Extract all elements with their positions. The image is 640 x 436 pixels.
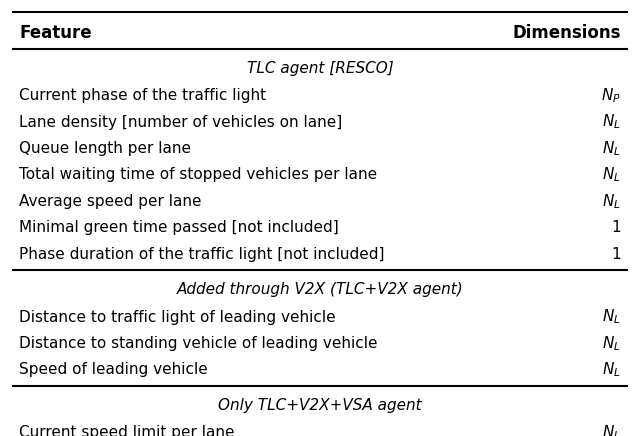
Text: $N_L$: $N_L$ <box>602 334 621 353</box>
Text: Current phase of the traffic light: Current phase of the traffic light <box>19 88 266 103</box>
Text: Phase duration of the traffic light [not included]: Phase duration of the traffic light [not… <box>19 247 385 262</box>
Text: $N_L$: $N_L$ <box>602 192 621 211</box>
Text: TLC agent [RESCO]: TLC agent [RESCO] <box>246 61 394 76</box>
Text: Minimal green time passed [not included]: Minimal green time passed [not included] <box>19 220 339 235</box>
Text: Speed of leading vehicle: Speed of leading vehicle <box>19 362 208 378</box>
Text: Current speed limit per lane: Current speed limit per lane <box>19 425 235 436</box>
Text: $N_L$: $N_L$ <box>602 139 621 158</box>
Text: Added through V2X (TLC+V2X agent): Added through V2X (TLC+V2X agent) <box>177 283 463 297</box>
Text: $N_P$: $N_P$ <box>601 86 621 105</box>
Text: $N_L$: $N_L$ <box>602 112 621 131</box>
Text: $N_L$: $N_L$ <box>602 308 621 327</box>
Text: Lane density [number of vehicles on lane]: Lane density [number of vehicles on lane… <box>19 115 342 129</box>
Text: Distance to traffic light of leading vehicle: Distance to traffic light of leading veh… <box>19 310 336 324</box>
Text: $N_L$: $N_L$ <box>602 361 621 379</box>
Text: Feature: Feature <box>19 24 92 42</box>
Text: Average speed per lane: Average speed per lane <box>19 194 202 209</box>
Text: Queue length per lane: Queue length per lane <box>19 141 191 156</box>
Text: 1: 1 <box>611 220 621 235</box>
Text: Only TLC+V2X+VSA agent: Only TLC+V2X+VSA agent <box>218 398 422 413</box>
Text: $N_L$: $N_L$ <box>602 166 621 184</box>
Text: Distance to standing vehicle of leading vehicle: Distance to standing vehicle of leading … <box>19 336 378 351</box>
Text: $N_L$: $N_L$ <box>602 423 621 436</box>
Text: 1: 1 <box>611 247 621 262</box>
Text: Total waiting time of stopped vehicles per lane: Total waiting time of stopped vehicles p… <box>19 167 378 182</box>
Text: Dimensions: Dimensions <box>512 24 621 42</box>
